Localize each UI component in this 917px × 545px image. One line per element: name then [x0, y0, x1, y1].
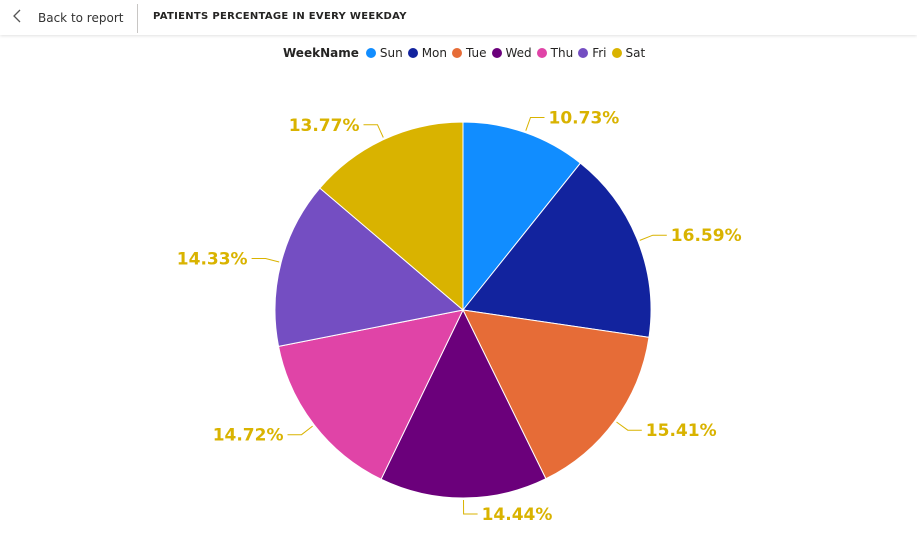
back-to-report-label: Back to report: [38, 11, 124, 25]
pie-slice-fri[interactable]: [274, 187, 465, 348]
legend-swatch: [407, 48, 418, 58]
legend-item-wed[interactable]: Wed: [491, 46, 532, 60]
legend-label: Sat: [625, 46, 646, 60]
data-label-tue: 15.41%: [646, 421, 717, 441]
legend-label: Thu: [550, 46, 574, 60]
legend-swatch: [491, 48, 502, 58]
legend-swatch: [452, 48, 462, 58]
leader-line: [287, 425, 313, 436]
pie-slice-wed[interactable]: [380, 308, 547, 499]
leader-line: [251, 258, 280, 263]
leader-line: [525, 117, 545, 131]
data-label-mon: 16.59%: [671, 226, 742, 246]
pie-slice-mon[interactable]: [462, 162, 652, 338]
chart-legend: WeekName Sun Mon Tue Wed Thu Fri Sat: [283, 44, 650, 62]
legend-label: Fri: [592, 46, 607, 60]
legend-label: Sun: [379, 46, 403, 60]
legend-item-sat[interactable]: Sat: [611, 46, 646, 60]
legend-swatch: [578, 48, 589, 58]
back-to-report-button[interactable]: Back to report: [10, 6, 123, 30]
legend-item-tue[interactable]: Tue: [452, 46, 487, 60]
legend-item-sun[interactable]: Sun: [365, 46, 403, 60]
data-label-fri: 14.33%: [177, 250, 248, 270]
pie-slice-thu[interactable]: [277, 309, 464, 480]
legend-label: Wed: [505, 46, 532, 60]
legend-swatch: [365, 48, 376, 58]
pie-slice-sun[interactable]: [462, 121, 582, 312]
leader-line: [616, 421, 642, 431]
data-label-thu: 14.72%: [213, 426, 284, 446]
legend-swatch: [611, 48, 622, 58]
data-label-sun: 10.73%: [549, 109, 620, 129]
visual-title: PATIENTS PERCENTAGE IN EVERY WEEKDAY: [153, 11, 407, 22]
legend-item-fri[interactable]: Fri: [578, 46, 607, 60]
legend-swatch: [536, 48, 547, 58]
data-label-wed: 14.44%: [482, 505, 553, 525]
chevron-left-icon: [10, 8, 26, 28]
pie-slice-tue[interactable]: [462, 309, 650, 480]
data-label-sat: 13.77%: [289, 116, 360, 136]
legend-item-thu[interactable]: Thu: [536, 46, 574, 60]
leader-line: [639, 234, 667, 241]
legend-item-mon[interactable]: Mon: [407, 46, 447, 60]
top-bar: Back to report PATIENTS PERCENTAGE IN EV…: [0, 0, 917, 35]
legend-label: Mon: [421, 46, 447, 60]
legend-label: Tue: [466, 46, 487, 60]
pie-slice-sat[interactable]: [319, 121, 464, 312]
legend-title: WeekName: [283, 46, 359, 60]
leader-line: [463, 499, 478, 515]
header-divider: [137, 4, 138, 33]
leader-line: [363, 124, 384, 138]
